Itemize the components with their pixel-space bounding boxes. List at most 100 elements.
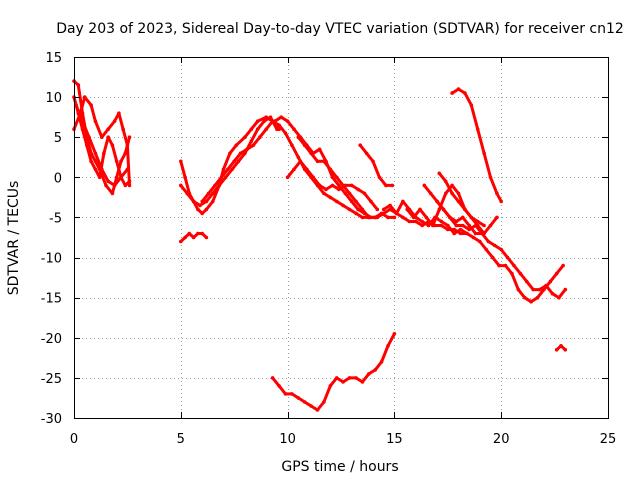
x-tick-label: 15	[386, 432, 403, 447]
data-point	[204, 207, 209, 212]
data-point	[537, 287, 542, 292]
data-point	[446, 223, 450, 228]
data-point	[405, 207, 410, 212]
data-point	[93, 167, 98, 172]
data-point	[360, 380, 365, 384]
data-point	[450, 191, 454, 196]
y-tick-label: -20	[41, 332, 62, 347]
data-point	[102, 151, 106, 156]
data-point	[414, 219, 418, 224]
data-point	[206, 191, 211, 196]
data-point	[360, 215, 365, 220]
data-point	[349, 199, 354, 204]
data-point	[522, 295, 527, 300]
data-point	[296, 396, 301, 400]
data-point	[354, 199, 358, 204]
data-point	[127, 135, 132, 139]
data-point	[302, 143, 307, 147]
data-point	[518, 271, 523, 276]
x-tick-label: 0	[70, 432, 78, 447]
data-point	[458, 227, 463, 232]
data-point	[97, 175, 102, 180]
data-point	[80, 119, 85, 123]
data-point	[283, 131, 288, 135]
data-point	[185, 191, 189, 196]
tick-labels: 0 5 10 15 20 25 15 10 5 0 -5 -10 -15 -20 -25 -30	[41, 51, 617, 447]
data-point	[499, 199, 504, 204]
data-point	[356, 207, 360, 212]
data-point	[367, 215, 371, 220]
data-point	[505, 255, 510, 260]
data-point	[347, 376, 352, 380]
data-point	[226, 167, 230, 172]
data-point	[461, 215, 465, 220]
data-point	[467, 227, 472, 232]
data-point	[290, 392, 294, 396]
data-point	[330, 183, 335, 188]
data-point	[452, 231, 457, 236]
data-point	[104, 183, 108, 188]
data-point	[557, 295, 561, 300]
data-point	[392, 332, 397, 336]
data-point	[305, 167, 309, 172]
data-point	[437, 171, 442, 176]
data-point	[467, 223, 472, 228]
data-point	[204, 235, 209, 240]
data-point	[309, 404, 313, 408]
data-point	[354, 211, 358, 216]
data-point	[234, 143, 239, 147]
data-point	[273, 119, 277, 123]
data-point	[550, 291, 555, 296]
x-tick-label: 10	[279, 432, 296, 447]
data-point	[87, 135, 91, 139]
data-point	[371, 159, 375, 164]
data-point	[232, 159, 236, 164]
data-point	[196, 207, 200, 212]
data-point	[279, 115, 284, 119]
data-point	[74, 103, 78, 107]
data-point	[431, 223, 435, 228]
data-point	[435, 199, 439, 204]
data-point	[443, 191, 448, 196]
data-point	[401, 199, 405, 204]
data-point	[204, 199, 209, 204]
data-point	[488, 223, 493, 228]
data-point	[458, 231, 463, 236]
data-point	[328, 195, 333, 200]
data-point	[309, 151, 313, 156]
data-point	[471, 235, 476, 240]
data-point	[198, 203, 202, 208]
data-point	[390, 183, 395, 188]
series-line-s12	[358, 143, 394, 187]
data-point	[347, 191, 352, 196]
data-point	[456, 199, 461, 204]
data-point	[112, 119, 117, 123]
data-point	[373, 368, 378, 372]
x-tick-label: 20	[493, 432, 510, 447]
data-point	[217, 183, 221, 188]
y-tick-label: -10	[41, 252, 62, 267]
data-point	[317, 183, 322, 188]
data-point	[473, 223, 478, 228]
data-point	[439, 219, 444, 224]
data-point	[388, 203, 392, 208]
data-point	[548, 279, 553, 284]
data-point	[315, 159, 320, 164]
data-point	[264, 127, 269, 131]
data-point	[93, 119, 98, 123]
data-point	[221, 167, 226, 172]
data-point	[123, 183, 128, 188]
data-point	[461, 223, 465, 228]
axis-ticks	[74, 57, 609, 419]
data-point	[127, 183, 132, 188]
data-point	[114, 175, 119, 180]
data-point	[183, 175, 187, 180]
data-point	[290, 143, 294, 147]
series-line-s6	[179, 115, 279, 207]
data-point	[490, 255, 495, 260]
plot-frame	[74, 57, 609, 419]
data-point	[249, 139, 254, 143]
data-point	[354, 376, 358, 380]
data-point	[478, 239, 482, 244]
data-point	[341, 203, 345, 208]
